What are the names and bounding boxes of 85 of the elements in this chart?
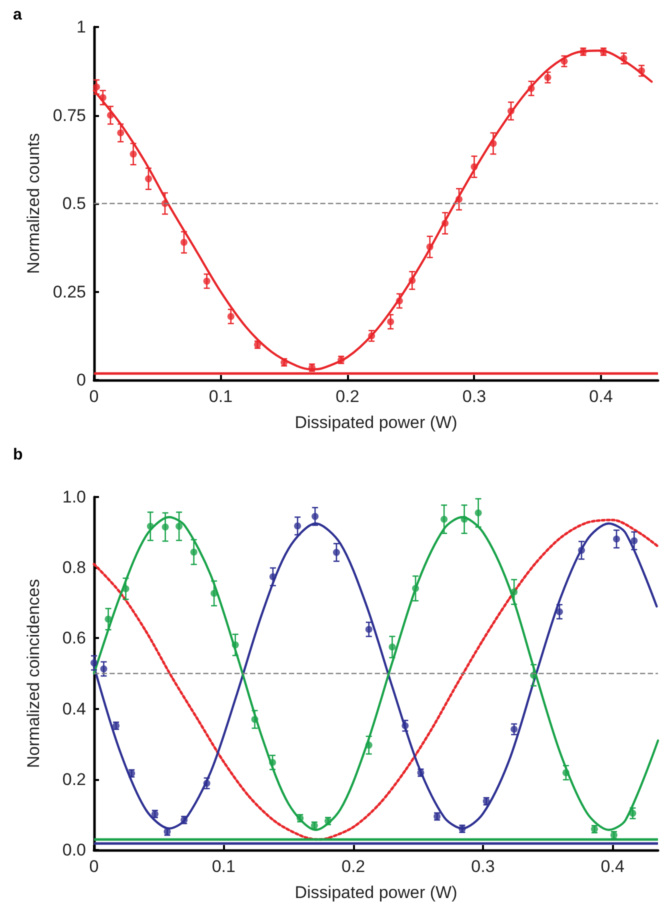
point bbox=[408, 276, 416, 284]
y-axis-title: Normalized coincidences bbox=[24, 579, 43, 768]
point bbox=[629, 810, 636, 817]
point bbox=[203, 278, 210, 285]
point bbox=[528, 84, 535, 92]
y-tick-label: 1 bbox=[76, 18, 86, 36]
point bbox=[117, 129, 124, 136]
point bbox=[368, 332, 376, 340]
y-axis-title: Normalized counts bbox=[24, 133, 43, 274]
y-tick-label: 1.0 bbox=[62, 488, 86, 506]
x-tick-label: 0.1 bbox=[208, 387, 233, 406]
point bbox=[180, 238, 188, 246]
y-tick-label: 0 bbox=[76, 370, 86, 390]
point bbox=[510, 726, 518, 733]
chart-title: a bbox=[13, 6, 22, 24]
point bbox=[507, 108, 514, 115]
point bbox=[426, 243, 434, 250]
point bbox=[100, 665, 108, 672]
point bbox=[269, 758, 276, 766]
x-tick-label: 0.1 bbox=[212, 857, 236, 876]
line-series bbox=[92, 50, 653, 371]
y-tick-label: 0.6 bbox=[62, 628, 86, 648]
x-axis-title: Dissipated power (W) bbox=[294, 883, 458, 902]
point bbox=[203, 780, 210, 787]
y-tick-label: 0.25 bbox=[52, 282, 86, 302]
point bbox=[474, 509, 482, 516]
y-tick-label: 0.75 bbox=[52, 106, 86, 125]
point bbox=[442, 220, 449, 227]
point bbox=[613, 536, 620, 543]
y-tick-label: 0.2 bbox=[62, 770, 86, 789]
x-tick-label: 0.4 bbox=[589, 387, 613, 406]
point bbox=[312, 512, 319, 520]
chart-title: b bbox=[13, 446, 23, 464]
point bbox=[440, 516, 448, 523]
point bbox=[402, 722, 409, 730]
point bbox=[146, 522, 154, 530]
point bbox=[470, 163, 478, 170]
point bbox=[630, 537, 638, 544]
x-tick-label: 0.3 bbox=[471, 857, 495, 876]
y-tick-label: 0.5 bbox=[62, 194, 86, 213]
point bbox=[365, 742, 372, 749]
point bbox=[104, 616, 112, 623]
x-tick-label: 0.4 bbox=[600, 857, 624, 876]
point bbox=[490, 140, 497, 147]
x-tick-label: 0.2 bbox=[336, 387, 360, 406]
x-axis-title: Dissipated power (W) bbox=[294, 413, 458, 432]
point bbox=[638, 67, 646, 74]
point bbox=[145, 175, 152, 182]
point bbox=[578, 546, 586, 554]
point bbox=[162, 524, 169, 531]
point bbox=[620, 54, 628, 62]
point bbox=[460, 516, 468, 523]
point bbox=[388, 644, 396, 651]
point bbox=[210, 590, 218, 597]
point bbox=[99, 94, 106, 102]
point bbox=[412, 584, 420, 592]
point bbox=[227, 312, 234, 320]
point bbox=[190, 548, 198, 556]
point bbox=[251, 716, 258, 723]
x-tick-label: 0 bbox=[89, 387, 99, 406]
point bbox=[130, 150, 137, 158]
point bbox=[93, 84, 100, 91]
point bbox=[176, 522, 183, 530]
point bbox=[269, 573, 276, 580]
point bbox=[396, 297, 403, 304]
point bbox=[556, 608, 563, 616]
x-tick-label: 0.2 bbox=[341, 857, 366, 876]
point bbox=[122, 585, 130, 592]
point bbox=[232, 641, 239, 648]
x-tick-label: 0 bbox=[89, 857, 99, 876]
point bbox=[544, 74, 552, 81]
y-tick-label: 0.4 bbox=[62, 699, 86, 718]
point bbox=[562, 769, 570, 776]
point bbox=[456, 196, 463, 203]
y-tick-label: 0.0 bbox=[62, 840, 86, 860]
point bbox=[332, 548, 340, 556]
point bbox=[560, 58, 568, 65]
y-tick-label: 0.8 bbox=[62, 558, 86, 578]
point bbox=[90, 659, 98, 666]
point bbox=[106, 112, 114, 119]
point bbox=[387, 318, 394, 326]
point bbox=[294, 522, 302, 530]
point bbox=[510, 588, 518, 596]
point bbox=[365, 626, 372, 633]
x-tick-label: 0.3 bbox=[462, 387, 486, 406]
